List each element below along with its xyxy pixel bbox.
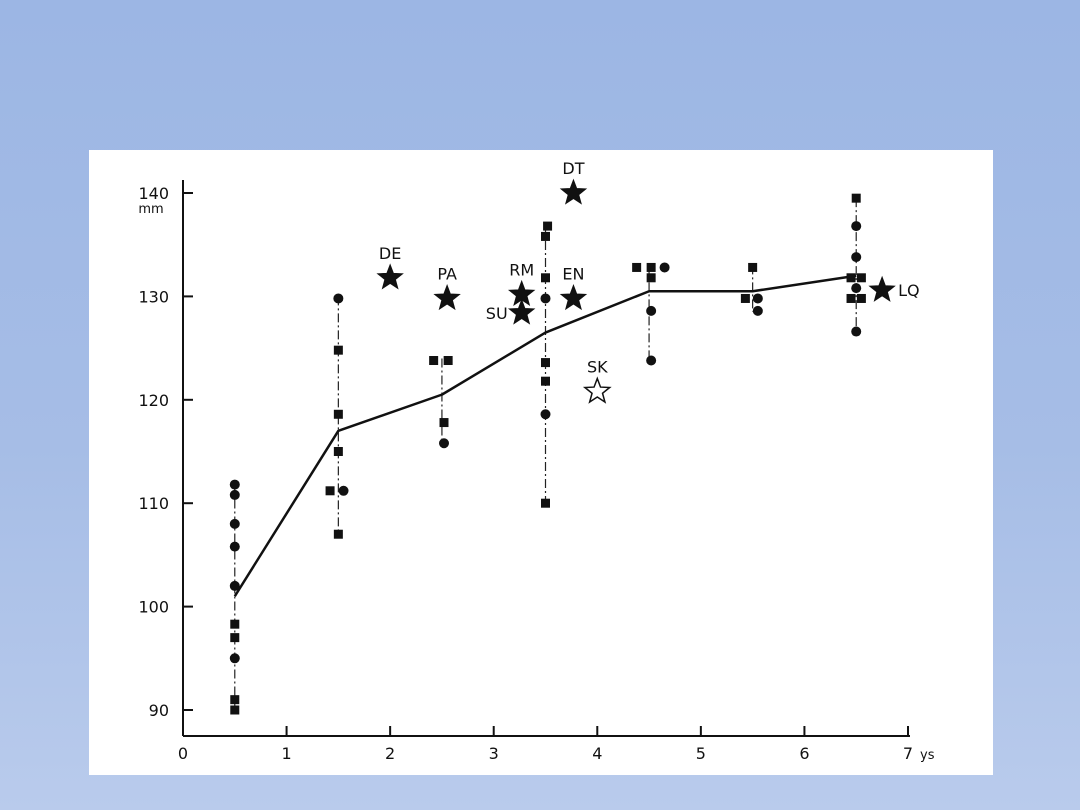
mean-line [233,274,857,597]
square-point [541,498,550,508]
square-point [325,486,335,496]
data-points [229,193,866,715]
circle-point [229,518,240,529]
square-point [543,221,553,231]
x-tick-label: 1 [281,744,291,763]
star-label-en: EN [562,264,584,283]
square-point [856,273,866,283]
square-point [230,695,240,705]
circle-point [229,541,240,552]
y-tick-label: 90 [149,701,169,720]
circle-point [439,438,449,449]
star-label-rm: RM [509,260,534,279]
chart-panel: 90 100 110 120 130 140 mm 0 1 2 3 4 5 6 7 ys DE PA RM SU DT… [89,150,993,775]
square-point [541,273,550,283]
circle-point [752,293,763,304]
x-tick-label: 5 [696,744,706,763]
circle-point [333,293,344,304]
square-point [439,418,449,428]
filled-star-su [507,298,536,325]
star-label-dt: DT [562,159,584,178]
square-point [846,273,856,283]
x-axis-unit-label: ys [920,748,935,763]
filled-star-lq [868,275,896,302]
square-point [846,293,856,303]
square-point [333,345,343,355]
y-tick-label: 100 [138,598,169,617]
circle-point [540,409,551,420]
open-star-sk [582,376,612,404]
square-point [541,376,550,386]
square-point [333,447,343,456]
circle-point [229,653,240,664]
square-point [230,619,240,629]
filled-star-en [559,284,588,311]
square-point [646,273,656,283]
filled-star-pa [433,284,461,311]
circle-point [851,326,862,337]
star-label-lq: LQ [898,281,920,300]
square-point [230,633,240,643]
star-label-sk: SK [587,358,608,377]
y-axis-unit-label: mm [138,202,163,217]
y-tick-label: 120 [138,391,169,410]
circle-point [851,252,862,263]
square-point [646,262,656,272]
mean-line-layer [233,274,857,597]
x-tick-label: 6 [799,744,809,763]
square-point [541,231,550,241]
square-point [541,358,550,368]
square-point [230,705,240,715]
circle-point [540,293,551,304]
x-tick-label: 0 [178,744,188,763]
x-tick-label: 3 [489,744,499,763]
square-point [333,409,343,419]
square-point [851,193,861,203]
filled-star-de [376,263,404,290]
reference-stars: DE PA RM SU DT EN SK LQ [376,159,920,404]
y-tick-label: 110 [138,494,169,513]
circle-point [229,580,240,591]
star-label-pa: PA [437,264,457,283]
star-label-su: SU [486,304,508,323]
x-tick-label: 2 [385,744,395,763]
circle-point [646,305,657,316]
circle-point [851,283,862,294]
square-point [740,293,750,303]
y-tick-label: 130 [138,287,169,306]
star-label-de: DE [379,244,401,263]
circle-point [752,305,763,316]
circle-point [646,355,657,366]
square-point [856,293,866,303]
x-tick-label: 4 [592,744,602,763]
circle-point [229,489,240,500]
square-point [429,356,439,366]
circle-point [659,262,670,273]
x-tick-label: 7 [903,744,913,763]
square-point [632,262,642,272]
square-point [333,529,343,539]
square-point [748,262,758,272]
circle-point [851,221,862,232]
square-point [443,356,453,366]
y-tick-label: 140 [138,184,169,203]
circle-point [338,485,349,496]
filled-star-dt [559,178,588,205]
circle-point [229,479,240,490]
